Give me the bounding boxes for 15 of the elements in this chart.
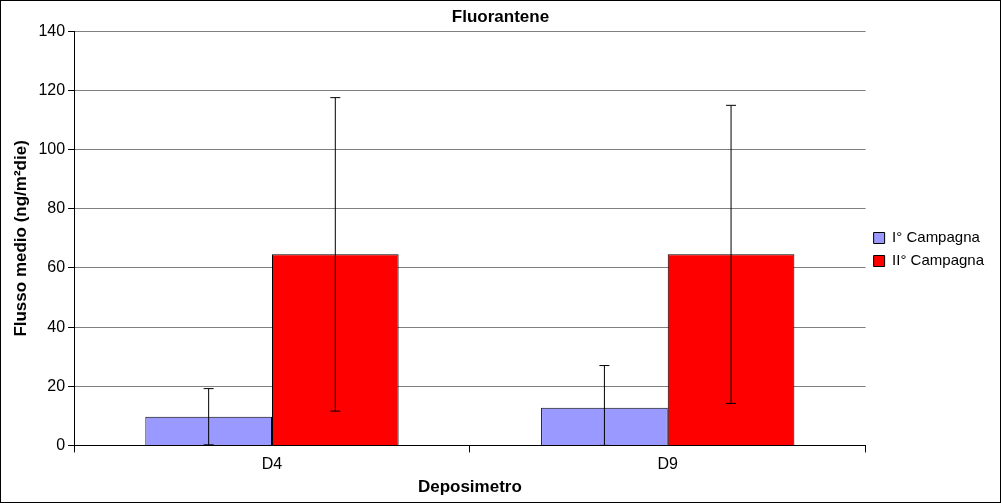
chart-title: Fluorantene (451, 6, 550, 26)
y-tick-label: 20 (47, 376, 66, 394)
y-tick-label: 140 (38, 21, 66, 39)
legend-label: II° Campagna (892, 251, 985, 269)
y-tick-label: 40 (47, 317, 66, 335)
legend-label: I° Campagna (892, 228, 981, 246)
y-tick-label: 100 (38, 140, 66, 158)
y-tick-label: 0 (56, 435, 66, 453)
y-tick-label: 120 (38, 80, 66, 98)
y-axis-title: Flusso medio (ng/m²die) (10, 140, 30, 337)
x-tick-label: D9 (657, 455, 679, 473)
x-axis-title: Deposimetro (417, 477, 522, 497)
x-tick-label: D4 (261, 455, 283, 473)
y-tick-label: 60 (47, 258, 66, 276)
y-tick-label: 80 (47, 199, 66, 217)
